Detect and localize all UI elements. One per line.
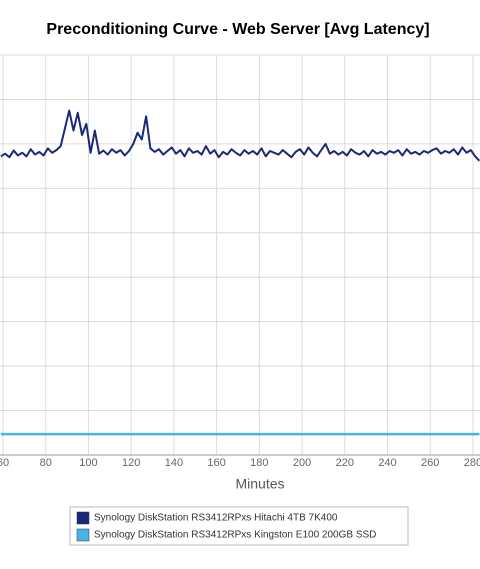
x-tick-label: 80 (40, 457, 52, 469)
legend-swatch (76, 511, 90, 525)
x-tick-label: 160 (207, 457, 225, 469)
x-axis-label: Minutes (235, 476, 284, 492)
x-tick-label: 200 (293, 457, 311, 469)
data-line (0, 109, 480, 162)
x-tick-label: 140 (165, 457, 183, 469)
x-tick-label: 100 (79, 457, 97, 469)
x-tick-label: 220 (336, 457, 354, 469)
chart-title: Preconditioning Curve - Web Server [Avg … (46, 21, 429, 38)
x-tick-label: 60 (0, 457, 9, 469)
x-tick-label: 120 (122, 457, 140, 469)
x-tick-label: 280 (464, 457, 480, 469)
legend-label: Synology DiskStation RS3412RPxs Hitachi … (94, 513, 338, 524)
legend-swatch (76, 528, 90, 542)
legend-label: Synology DiskStation RS3412RPxs Kingston… (94, 530, 376, 541)
x-tick-label: 260 (421, 457, 439, 469)
x-tick-label: 240 (378, 457, 396, 469)
x-tick-label: 180 (250, 457, 268, 469)
legend-box (69, 506, 409, 546)
